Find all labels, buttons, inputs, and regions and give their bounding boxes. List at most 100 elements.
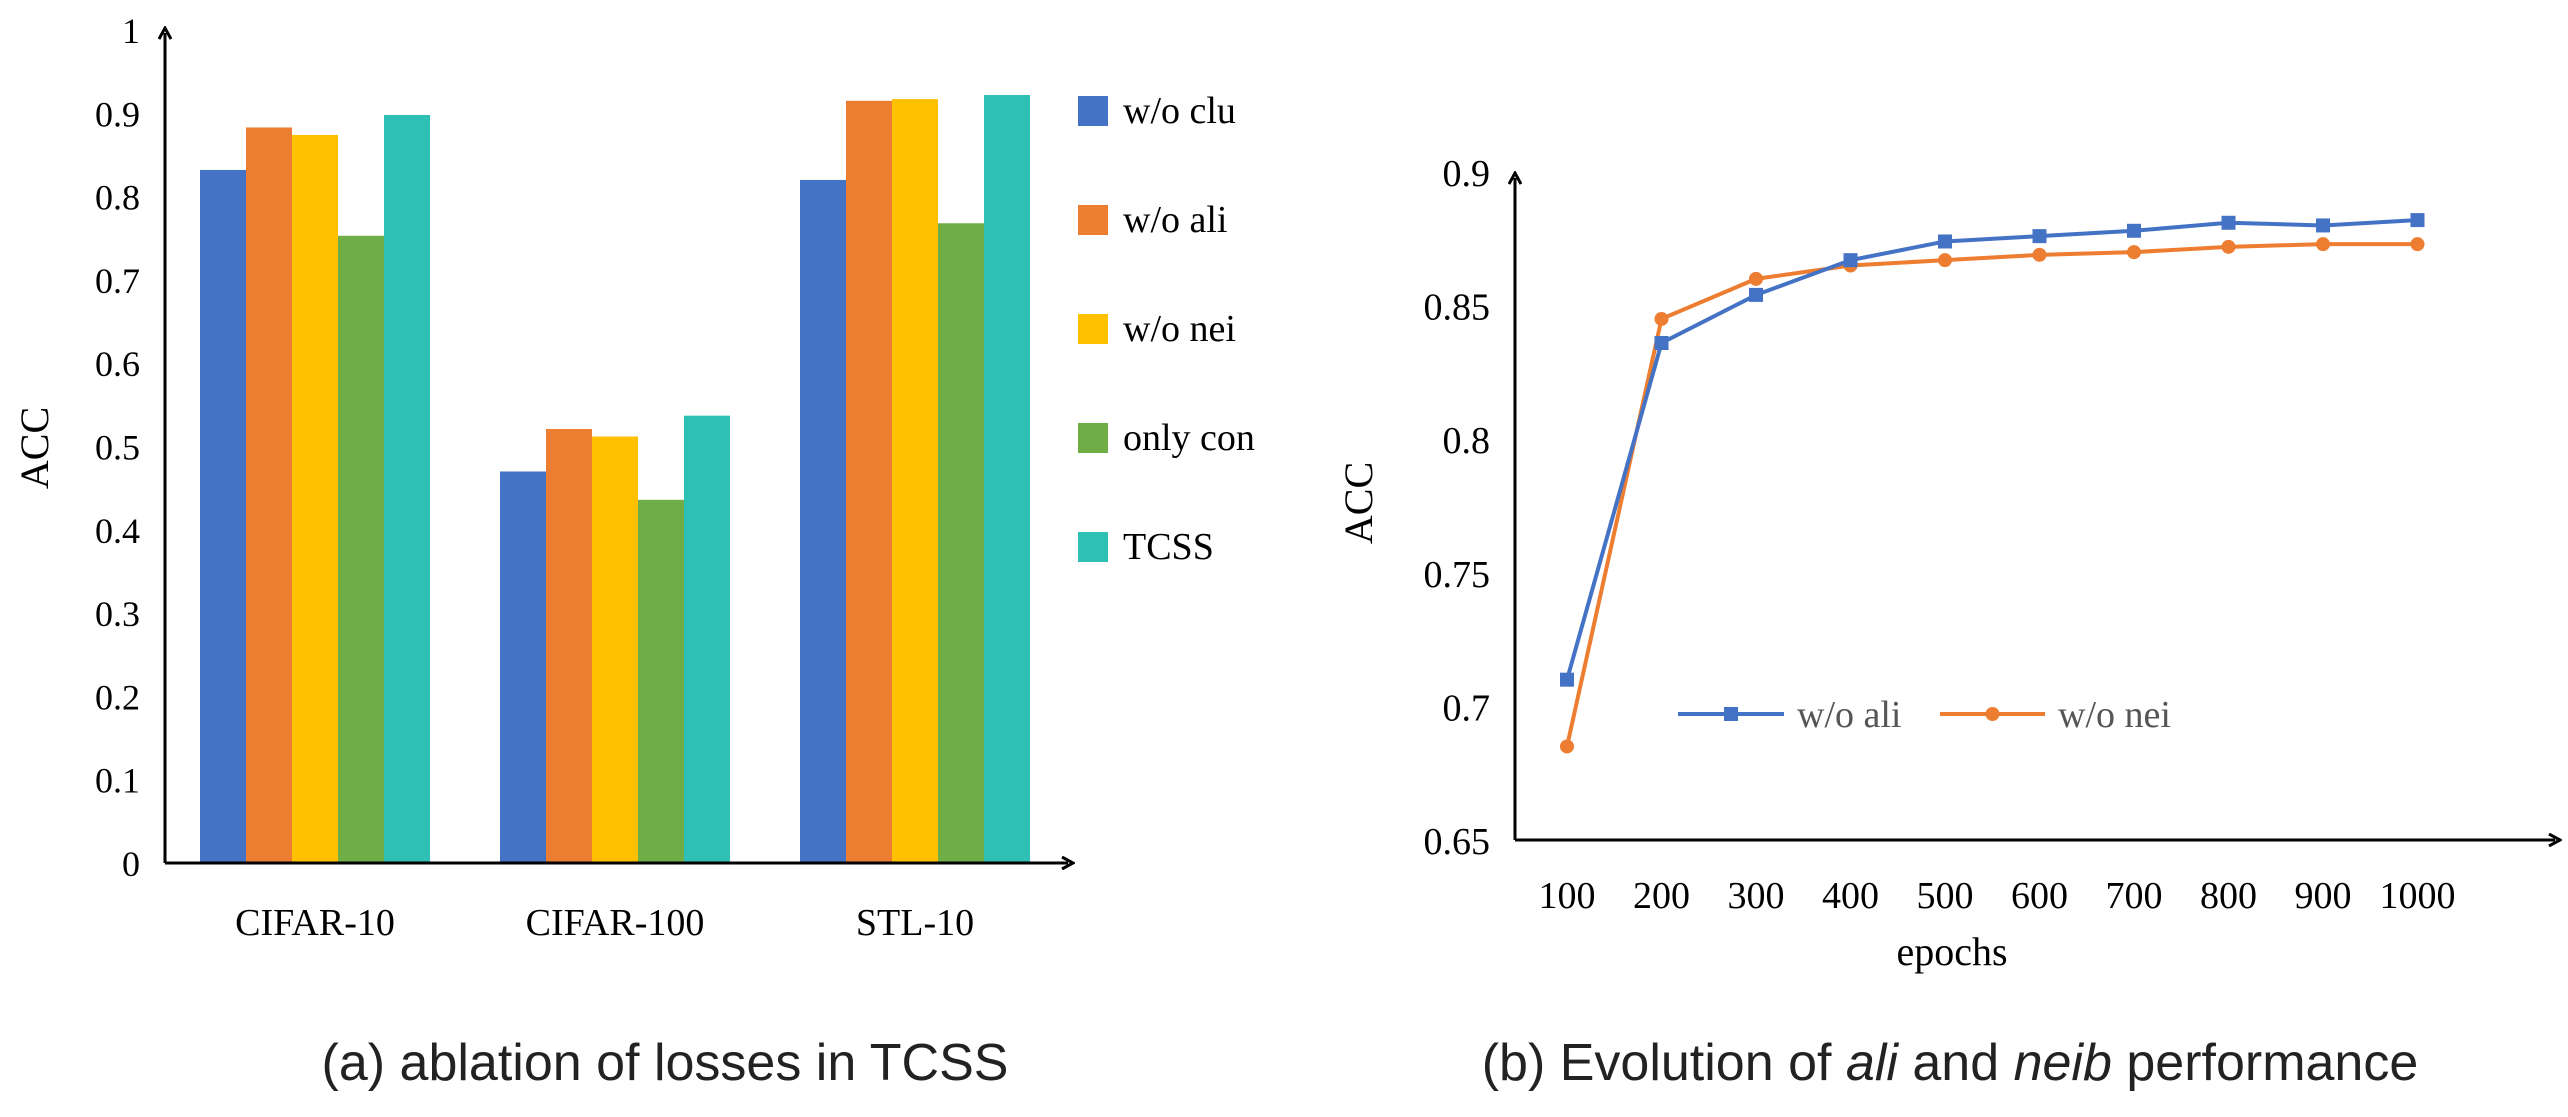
bar [638, 499, 684, 863]
legend-marker [1724, 707, 1738, 721]
data-point [1938, 253, 1952, 268]
data-point [2032, 229, 2047, 244]
x-tick-label: CIFAR-100 [526, 902, 705, 944]
caption-b-prefix: (b) Evolution of [1482, 1034, 1846, 1092]
data-point [2032, 247, 2047, 262]
y-tick-label: 0.7 [95, 261, 140, 301]
legend-label: w/o clu [1123, 90, 1236, 132]
x-tick-label: STL-10 [856, 902, 974, 944]
legend-label: TCSS [1123, 526, 1214, 568]
legend: w/o ali w/o nei [1678, 694, 2171, 736]
legend-swatch [1078, 314, 1108, 344]
x-tick-label: 900 [2295, 875, 2352, 917]
data-point [2221, 239, 2236, 254]
series-group [1560, 213, 2425, 754]
y-tick-label: 0.3 [95, 594, 140, 634]
legend-swatch [1078, 532, 1108, 562]
x-tick-label: 400 [1822, 875, 1879, 917]
bar [246, 127, 292, 863]
bar [684, 415, 730, 863]
legend-marker [1985, 707, 2000, 721]
bar [846, 100, 892, 864]
y-tick-label: 0.85 [1424, 287, 1491, 329]
series-line [1565, 218, 2418, 681]
data-point [2127, 245, 2141, 260]
data-point [1938, 234, 1952, 249]
bar-group [200, 94, 1030, 864]
y-tick-labels: 0 0.1 0.2 0.3 0.4 0.5 0.6 0.7 0.8 0.9 1 [95, 11, 140, 884]
x-tick-label: 800 [2200, 875, 2257, 917]
x-tick-label: 100 [1539, 875, 1596, 917]
y-axis-label: ACC [1336, 462, 1381, 544]
y-tick-label: 0.75 [1424, 554, 1491, 596]
y-tick-label: 0.2 [95, 677, 140, 717]
data-point [1749, 287, 1763, 302]
bar [892, 99, 938, 864]
caption-b-suffix: performance [2112, 1034, 2418, 1092]
bar [938, 223, 984, 864]
y-tick-label: 0 [122, 844, 140, 884]
bar [984, 94, 1030, 863]
y-tick-label: 0.9 [1443, 153, 1491, 195]
legend-swatch [1078, 96, 1108, 126]
data-point [1749, 271, 1763, 286]
caption-b-em2: neib [2014, 1034, 2112, 1092]
legend-label: w/o nei [2058, 694, 2171, 736]
x-tick-label: 1000 [2380, 875, 2456, 917]
x-tick-labels: 100 200 300 400 500 600 700 800 900 1000 [1539, 875, 2456, 917]
bar [292, 134, 338, 863]
bar [384, 114, 430, 863]
legend-label: w/o ali [1123, 199, 1227, 241]
data-point [1560, 739, 1574, 754]
y-tick-label: 0.6 [95, 344, 140, 384]
y-tick-label: 1 [122, 11, 140, 51]
y-tick-label: 0.8 [95, 178, 140, 218]
x-tick-label: 200 [1633, 875, 1690, 917]
caption-b: (b) Evolution of ali and neib performanc… [1482, 1034, 2419, 1092]
bar [546, 429, 592, 863]
y-tick-label: 0.7 [1443, 687, 1491, 729]
data-point [2410, 237, 2425, 252]
x-tick-label: 500 [1917, 875, 1974, 917]
bar [592, 436, 638, 863]
bar [800, 179, 846, 863]
bar [500, 471, 546, 863]
y-tick-label: 0.8 [1443, 420, 1491, 462]
data-point [2127, 223, 2141, 238]
legend-label: only con [1123, 417, 1255, 459]
y-tick-label: 0.4 [95, 511, 140, 551]
x-axis-label: epochs [1896, 929, 2007, 974]
data-point [2316, 237, 2330, 252]
y-tick-label: 0.65 [1424, 821, 1491, 863]
x-tick-label: 600 [2011, 875, 2068, 917]
y-tick-label: 0.9 [95, 94, 140, 134]
legend-label: w/o ali [1797, 694, 1901, 736]
y-tick-label: 0.1 [95, 761, 140, 801]
data-point [1654, 336, 1669, 351]
x-tick-label: 300 [1728, 875, 1785, 917]
data-point [1654, 311, 1669, 326]
x-tick-label: CIFAR-10 [235, 902, 395, 944]
bar [200, 169, 246, 864]
y-tick-labels: 0.65 0.7 0.75 0.8 0.85 0.9 [1424, 153, 1491, 863]
data-point [1560, 672, 1574, 687]
y-axis-label: ACC [12, 407, 57, 489]
caption-a: (a) ablation of losses in TCSS [322, 1034, 1009, 1092]
caption-b-mid: and [1898, 1034, 2014, 1092]
legend: w/o clu w/o ali w/o nei only con TCSS [1078, 90, 1255, 568]
data-point [2410, 213, 2425, 228]
y-tick-label: 0.5 [95, 428, 140, 468]
data-point [1843, 253, 1858, 268]
legend-swatch [1078, 423, 1108, 453]
legend-label: w/o nei [1123, 308, 1236, 350]
bar-chart: 0 0.1 0.2 0.3 0.4 0.5 0.6 0.7 0.8 0.9 1 CIFAR-10 CI… [12, 11, 1255, 1092]
data-point [2221, 215, 2236, 230]
bar [338, 235, 384, 864]
data-point [2316, 218, 2330, 233]
x-tick-label: 700 [2106, 875, 2163, 917]
series-line [1565, 242, 2418, 747]
caption-b-em1: ali [1846, 1034, 1899, 1092]
line-chart: 0.65 0.7 0.75 0.8 0.85 0.9 100 200 300 400 500 600… [1336, 153, 2555, 1092]
legend-swatch [1078, 205, 1108, 235]
